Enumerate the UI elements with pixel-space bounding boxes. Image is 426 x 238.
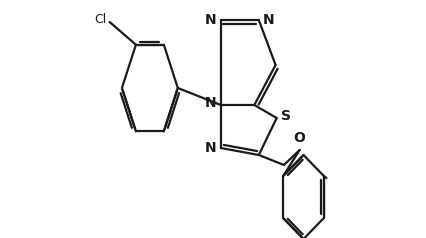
Text: O: O	[294, 131, 305, 145]
Text: Cl: Cl	[94, 13, 106, 26]
Text: N: N	[205, 141, 216, 155]
Text: N: N	[205, 13, 216, 27]
Text: N: N	[263, 13, 275, 27]
Text: N: N	[205, 96, 216, 110]
Text: S: S	[281, 109, 291, 123]
